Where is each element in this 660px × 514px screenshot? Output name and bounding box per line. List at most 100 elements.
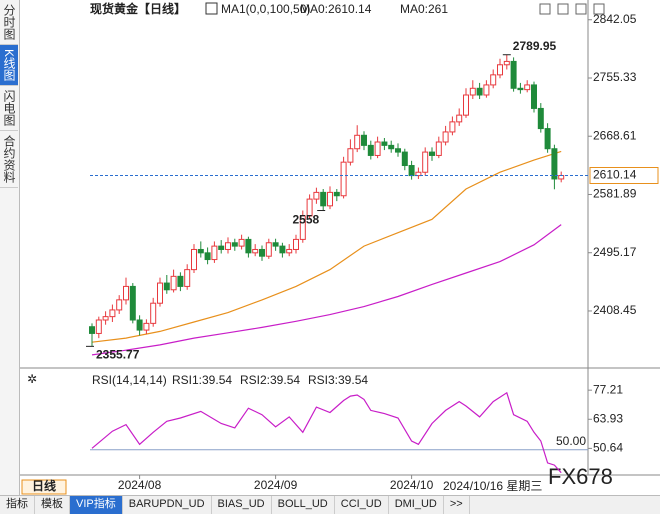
candle-body — [463, 94, 469, 116]
y-tick-label: 2408.45 — [593, 303, 637, 317]
candle-body — [123, 285, 129, 301]
legend-item: RSI3:39.54 — [308, 373, 368, 387]
candle-body — [401, 151, 408, 167]
y-tick-label: 2842.05 — [593, 12, 637, 26]
crosshair-icon[interactable]: ✲ — [27, 372, 37, 386]
indicator-name: MA1(0,0,100,50) — [221, 2, 310, 16]
candle-body — [483, 84, 490, 96]
candle-body — [544, 128, 551, 150]
tab[interactable]: BARUPDN_UD — [123, 496, 212, 514]
candle-body — [415, 171, 422, 177]
x-tick-label: 2024/10 — [390, 478, 434, 492]
candle-body — [116, 299, 123, 311]
low-label: 2558 — [292, 213, 319, 227]
candle-body — [510, 60, 517, 89]
price-label: 2610.14 — [593, 168, 637, 182]
high-label: 2789.95 — [513, 39, 557, 53]
indicator-tabs: 指标 模板 VIP指标 BARUPDN_UD BIAS_UD BOLL_UD CCI_UD D… — [0, 495, 660, 514]
y-tick-label: 2755.33 — [593, 70, 637, 84]
candle-body — [109, 309, 116, 318]
rsi-title: RSI(14,14,14) — [92, 373, 167, 387]
candle-body — [272, 242, 279, 247]
candle-body — [225, 242, 231, 250]
candle-body — [367, 144, 374, 156]
y-tick-label: 77.21 — [593, 382, 623, 396]
candle-body — [517, 87, 524, 91]
candle-body — [204, 252, 211, 261]
candle-body — [327, 191, 333, 207]
sidebar: 分时图 K线图 闪电图 合约资料 — [0, 0, 20, 495]
candle-body — [211, 245, 218, 261]
candle-body — [299, 215, 306, 240]
candle-body — [429, 151, 435, 156]
candle-body — [265, 242, 272, 257]
y-tick-label: 63.93 — [593, 411, 623, 425]
toolbar-icons — [539, 3, 605, 15]
candle-body — [129, 285, 136, 321]
candle-body — [449, 121, 456, 133]
tab[interactable]: BOLL_UD — [272, 496, 335, 514]
side-tab[interactable]: 闪电图 — [0, 86, 18, 132]
candle-body — [259, 248, 265, 257]
legend-item: RSI1:39.54 — [172, 373, 232, 387]
candle-body — [333, 191, 340, 197]
candle-body — [497, 64, 503, 76]
candle-body — [95, 319, 102, 334]
icon[interactable] — [593, 3, 605, 15]
candle-body — [102, 316, 109, 321]
candle-body — [442, 131, 449, 143]
candle-body — [320, 191, 327, 207]
candle-body — [558, 175, 565, 180]
candle-body — [170, 275, 177, 291]
candle-body — [136, 319, 143, 331]
chart-title: 现货黄金【日线】 — [90, 1, 186, 16]
period-box[interactable] — [21, 479, 67, 495]
y-tick-label: 2495.17 — [593, 245, 637, 259]
legend-item: RSI2:39.54 — [240, 373, 300, 387]
tab[interactable]: VIP指标 — [70, 496, 123, 514]
icon[interactable] — [557, 3, 569, 15]
tab[interactable]: 模板 — [35, 496, 70, 514]
candle-body — [197, 248, 204, 254]
price-box — [589, 167, 659, 185]
candle-body — [456, 114, 463, 123]
icon[interactable] — [575, 3, 587, 15]
candle-body — [490, 74, 497, 86]
line — [91, 224, 562, 356]
candle-body — [143, 322, 150, 331]
candle-body — [184, 269, 191, 287]
tab[interactable]: >> — [444, 496, 470, 514]
icon[interactable] — [539, 3, 551, 15]
y-tick-label: 2668.61 — [593, 128, 637, 142]
x-tick-label: 2024/09 — [254, 478, 298, 492]
side-tab[interactable]: 分时图 — [0, 0, 18, 45]
line — [91, 391, 562, 474]
candle-body — [163, 282, 170, 291]
tab[interactable]: 指标 — [0, 496, 35, 514]
tab[interactable]: CCI_UD — [335, 496, 389, 514]
side-tab[interactable]: 合约资料 — [0, 131, 18, 189]
candle-body — [408, 165, 415, 177]
candle-body — [150, 302, 157, 324]
candle-body — [231, 242, 238, 247]
side-tab[interactable]: K线图 — [0, 45, 18, 87]
candle-body — [395, 148, 401, 153]
candle-body — [388, 144, 395, 150]
line — [91, 150, 562, 343]
cursor-date: 2024/10/16 星期三 — [443, 479, 542, 493]
candle-body — [347, 148, 354, 163]
candle-body — [252, 248, 259, 254]
ref-label: 50.00 — [556, 434, 586, 448]
candle-body — [354, 134, 361, 150]
candle-body — [551, 148, 558, 180]
tab[interactable]: DMI_UD — [389, 496, 444, 514]
candle-body — [89, 326, 95, 334]
indicator-icon[interactable] — [205, 2, 218, 15]
candle-body — [286, 248, 293, 254]
legend-item: MA0:261 — [400, 2, 448, 16]
candle-body — [279, 245, 286, 254]
candle-body — [503, 60, 510, 66]
tab[interactable]: BIAS_UD — [212, 496, 272, 514]
